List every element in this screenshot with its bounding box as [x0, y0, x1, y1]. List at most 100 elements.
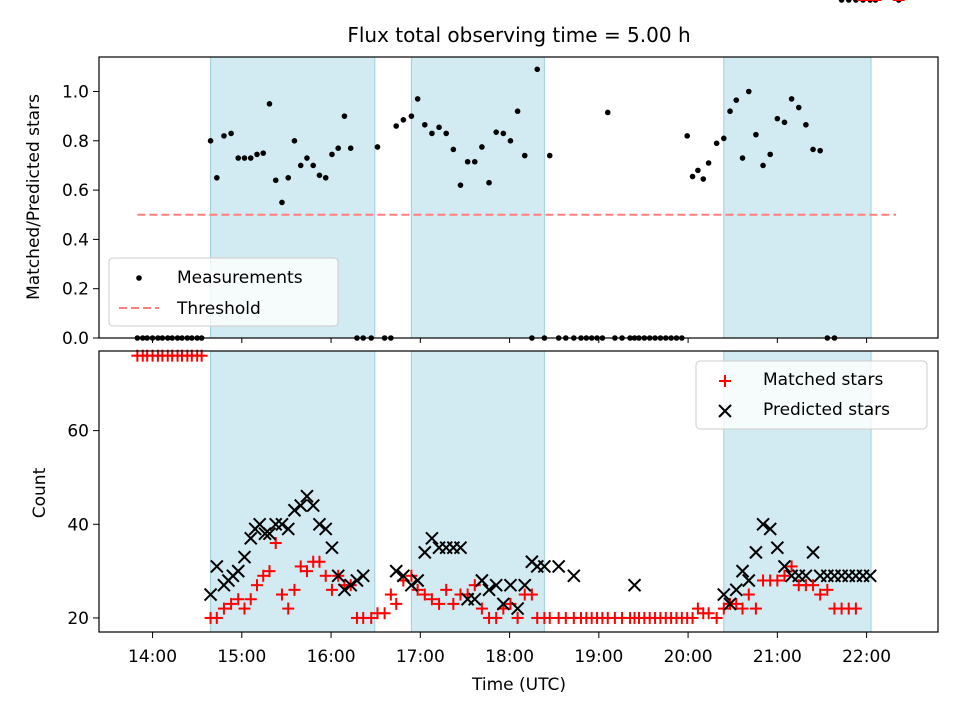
measurement-point	[228, 130, 234, 137]
measurement-point	[316, 172, 323, 179]
matched-star-point	[686, 611, 699, 624]
matched-star-point	[405, 569, 418, 582]
predicted-star-point	[717, 587, 731, 602]
matched-star-point	[425, 593, 438, 606]
measurement-point	[705, 160, 712, 166]
bottom-y-ticks: 20 40 60	[67, 422, 99, 629]
predicted-star-point	[203, 587, 218, 602]
measurement-point	[464, 158, 471, 165]
predicted-star-point	[210, 559, 224, 574]
bottom-axes-frame	[98, 350, 939, 633]
matched-star-point	[447, 597, 460, 610]
x-tick-label: 19:00	[574, 647, 623, 667]
x-tick-label: 18:00	[485, 647, 534, 667]
measurement-point	[471, 158, 478, 165]
predicted-star-point	[799, 569, 813, 583]
measurement-point	[291, 138, 298, 144]
matched-star-point	[365, 611, 378, 624]
matched-star-point	[742, 588, 755, 601]
top-y-tick-label: 0.8	[62, 132, 89, 152]
measurement-point	[739, 155, 746, 161]
measurement-point	[507, 138, 514, 144]
matched-star-point	[785, 560, 798, 573]
top-panel: 0.0 0.2 0.4 0.6 0.8 1.0 Matched/Predicted sta…	[24, 0, 939, 349]
matched-star-point	[411, 583, 424, 596]
measurement-point	[450, 146, 457, 153]
predicted-star-point	[312, 517, 327, 531]
matched-star-point	[821, 583, 834, 596]
predicted-star-point	[306, 498, 320, 513]
legend-marker-predicted	[718, 404, 732, 418]
matched-star-point	[313, 555, 326, 568]
top-y-tick-label: 0.0	[62, 329, 89, 349]
predicted-star-points	[203, 489, 877, 616]
x-tick-label: 22:00	[842, 647, 891, 667]
matched-star-point	[771, 574, 784, 587]
measurement-point	[486, 179, 492, 186]
predicted-star-point	[770, 540, 785, 555]
legend-label-measurements: Measurements	[177, 268, 303, 288]
matched-star-point	[225, 597, 238, 610]
matched-star-point	[232, 593, 245, 606]
matched-star-point	[736, 602, 749, 615]
matched-star-point	[807, 579, 820, 592]
measurement-point	[247, 155, 254, 161]
predicted-star-point	[281, 522, 295, 536]
matched-star-point	[490, 611, 503, 624]
measurement-point	[408, 113, 415, 119]
measurement-point	[400, 117, 407, 123]
predicted-star-point	[258, 526, 272, 541]
predicted-star-point	[482, 583, 496, 597]
x-tick-label: 20:00	[664, 647, 713, 667]
top-x-ticks	[152, 338, 868, 343]
matched-star-point	[250, 579, 263, 592]
predicted-star-point	[489, 578, 503, 592]
predicted-star-point	[729, 583, 743, 597]
shaded-interval	[410, 56, 545, 339]
measurement-point	[341, 113, 348, 119]
predicted-star-point	[756, 517, 770, 531]
matched-star-point	[440, 583, 453, 596]
measurement-point	[760, 162, 766, 169]
predicted-star-point	[567, 569, 581, 583]
predicted-star-point	[425, 531, 439, 546]
measurement-point	[788, 96, 795, 102]
x-tick-label: 17:00	[396, 647, 445, 667]
measurement-point	[221, 133, 227, 139]
matched-star-point	[257, 569, 270, 582]
predicted-star-point	[331, 569, 345, 583]
predicted-star-point	[475, 573, 489, 588]
matched-star-point	[238, 602, 251, 615]
predicted-star-point	[404, 578, 419, 592]
predicted-star-point	[350, 573, 364, 588]
matched-star-point	[717, 602, 730, 615]
measurement-point	[500, 130, 507, 137]
legend-label-matched: Matched stars	[763, 370, 883, 390]
matched-star-point	[300, 565, 313, 578]
bottom-legend-box	[695, 360, 928, 430]
predicted-star-point	[389, 564, 403, 578]
measurement-point	[285, 174, 292, 181]
measurement-point	[604, 109, 611, 116]
measurement-points	[134, 0, 902, 341]
predicted-star-point	[806, 545, 820, 560]
legend-label-threshold: Threshold	[176, 299, 261, 319]
measurement-point	[534, 66, 541, 73]
x-tick-label: 14:00	[128, 647, 177, 667]
matched-star-point	[195, 349, 208, 362]
measurement-point	[421, 121, 428, 128]
matched-star-point	[288, 583, 301, 596]
measurement-point	[436, 124, 442, 131]
predicted-star-point	[735, 564, 750, 578]
predicted-star-point	[503, 578, 518, 592]
measurement-point	[546, 152, 553, 159]
matched-star-point	[702, 607, 715, 620]
predicted-star-point	[262, 526, 277, 541]
measurement-point	[322, 174, 329, 181]
measurement-point	[393, 123, 400, 129]
measurement-point	[266, 101, 273, 107]
measurement-point	[774, 115, 781, 122]
matched-star-point	[378, 607, 391, 620]
predicted-star-point	[496, 597, 511, 611]
predicted-star-point	[863, 569, 877, 583]
